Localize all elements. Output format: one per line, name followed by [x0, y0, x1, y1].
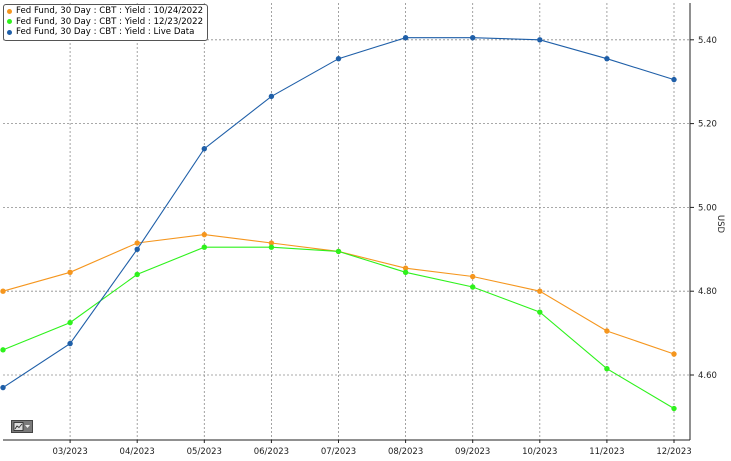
- legend-swatch: [7, 8, 12, 14]
- data-point: [671, 405, 677, 412]
- data-point: [268, 240, 275, 246]
- data-point: [537, 288, 543, 294]
- x-tick-label: 06/2023: [254, 447, 289, 457]
- data-point: [470, 284, 476, 290]
- data-point: [67, 340, 73, 347]
- data-point: [470, 35, 476, 41]
- legend-swatch: [7, 29, 12, 35]
- data-point: [402, 35, 409, 41]
- gridlines: [3, 3, 690, 440]
- x-tick-label: 09/2023: [455, 447, 490, 457]
- x-tick-label: 12/2023: [656, 447, 691, 457]
- y-axis-label: USD: [715, 215, 725, 234]
- data-point: [470, 273, 476, 280]
- legend: Fed Fund, 30 Day : CBT : Yield : 10/24/2…: [3, 4, 209, 41]
- data-point: [402, 265, 409, 271]
- data-point: [402, 269, 409, 276]
- x-tick-label: 11/2023: [589, 447, 624, 457]
- data-point: [604, 366, 610, 372]
- y-tick-label: 5.40: [698, 36, 717, 46]
- data-point: [671, 351, 677, 357]
- data-point: [604, 55, 610, 62]
- legend-item: Fed Fund, 30 Day : CBT : Yield : Live Da…: [7, 27, 203, 38]
- data-point: [604, 328, 610, 334]
- x-tick-label: 08/2023: [388, 447, 423, 457]
- data-point: [335, 55, 342, 62]
- legend-swatch: [7, 19, 12, 25]
- data-point: [0, 347, 6, 353]
- data-point: [134, 240, 140, 246]
- x-tick-label: 03/2023: [52, 447, 87, 457]
- data-point: [134, 271, 140, 278]
- y-tick-label: 5.20: [698, 120, 717, 130]
- y-tick-label: 4.60: [698, 371, 717, 381]
- data-point: [201, 231, 207, 238]
- axes: [3, 3, 694, 443]
- x-tick-label: 05/2023: [187, 447, 222, 457]
- legend-item: Fed Fund, 30 Day : CBT : Yield : 10/24/2…: [7, 6, 203, 17]
- legend-label: Fed Fund, 30 Day : CBT : Yield : 10/24/2…: [16, 6, 204, 17]
- data-point: [537, 37, 543, 43]
- series-lines: [0, 35, 677, 412]
- chart-type-button[interactable]: [11, 420, 33, 433]
- data-point: [268, 93, 275, 100]
- data-point: [67, 319, 73, 326]
- data-point: [671, 76, 677, 83]
- x-tick-label: 07/2023: [321, 447, 356, 457]
- data-point: [201, 244, 207, 250]
- y-tick-label: 4.80: [698, 287, 717, 297]
- x-tick-label: 10/2023: [522, 447, 557, 457]
- data-point: [335, 248, 342, 255]
- data-point: [134, 246, 140, 252]
- data-point: [0, 288, 6, 294]
- data-point: [67, 269, 73, 276]
- data-point: [0, 384, 6, 391]
- chart-type-icon: [13, 422, 30, 431]
- data-point: [268, 244, 275, 250]
- legend-item: Fed Fund, 30 Day : CBT : Yield : 12/23/2…: [7, 17, 203, 28]
- legend-label: Fed Fund, 30 Day : CBT : Yield : 12/23/2…: [16, 16, 204, 27]
- tick-labels: 4.60 4.80 5.00 5.20 5.40 03/2023 04/2023 05/202…: [52, 36, 725, 457]
- y-tick-label: 5.00: [698, 203, 717, 213]
- legend-label: Fed Fund, 30 Day : CBT : Yield : Live Da…: [16, 27, 195, 38]
- data-point: [537, 309, 543, 315]
- data-point: [201, 146, 207, 152]
- x-tick-label: 04/2023: [120, 447, 155, 457]
